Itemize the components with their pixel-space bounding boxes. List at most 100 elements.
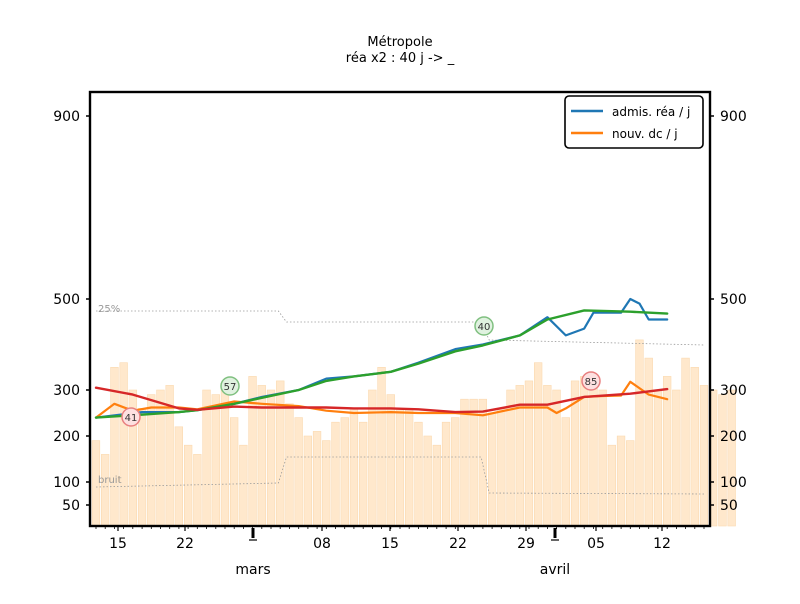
y-tick-label-right: 200	[720, 429, 747, 445]
axes-layer: 50 50 100 100 200 200 300 300 500 500 900 900 15 22 08…	[53, 90, 747, 578]
x-tick-label: 29	[517, 536, 535, 552]
bar	[626, 440, 635, 527]
bar	[349, 408, 359, 527]
y-tick-label-right: 900	[720, 109, 747, 125]
y-tick-label-left: 50	[62, 498, 80, 514]
y-tick-label-left: 500	[53, 292, 80, 308]
legend-box	[564, 95, 704, 149]
bar	[386, 394, 395, 527]
bar	[358, 421, 368, 527]
bar	[681, 357, 690, 527]
band-label-bruit: bruit	[98, 475, 122, 486]
bar	[230, 417, 239, 527]
noise-band-line	[95, 456, 705, 495]
bar	[487, 412, 497, 527]
bar	[414, 421, 423, 527]
bar	[276, 380, 285, 527]
month-label: avril	[540, 562, 570, 578]
x-tick-label: 12	[653, 536, 671, 552]
bar	[441, 421, 451, 527]
bar	[404, 408, 414, 527]
y-tick-label-right: 50	[720, 498, 738, 514]
quartile-band-line	[96, 310, 705, 346]
bar-layer	[91, 339, 736, 527]
legend: admis. réa / j nouv. dc / j	[564, 95, 704, 149]
bar	[533, 362, 543, 527]
bar	[451, 417, 460, 527]
y-tick-label-right: 100	[720, 475, 747, 491]
bar	[184, 444, 193, 527]
annotation-label: 41	[125, 413, 138, 424]
bar	[368, 389, 377, 527]
bar	[460, 398, 469, 527]
bar	[322, 440, 331, 527]
trend-line-red	[94, 386, 669, 414]
bar	[616, 435, 626, 527]
y-tick-label-left: 200	[53, 429, 80, 445]
bar	[211, 394, 220, 527]
bar	[672, 389, 681, 527]
bar	[727, 389, 736, 527]
bar	[294, 417, 303, 527]
bar	[598, 389, 607, 527]
line-layer	[94, 297, 669, 419]
band-label-25pct: 25%	[98, 304, 120, 315]
x-tick-label: 08	[313, 536, 331, 552]
bar	[699, 385, 709, 527]
bar	[497, 408, 506, 527]
x-tick-label: 05	[587, 536, 605, 552]
annotation-circle	[220, 376, 240, 396]
y-tick-label-left: 300	[53, 383, 80, 399]
annotation-label: 85	[585, 377, 598, 388]
bar	[635, 339, 644, 527]
bar	[644, 357, 653, 527]
annotation-circle	[474, 316, 494, 336]
x-tick-label: 22	[449, 536, 467, 552]
bar	[607, 444, 616, 527]
bar	[331, 421, 340, 527]
bar	[156, 389, 165, 527]
bar	[690, 366, 699, 527]
bar	[266, 389, 276, 527]
bar	[303, 435, 312, 527]
bar	[423, 435, 432, 527]
bar	[340, 417, 349, 527]
bar	[137, 408, 147, 527]
bar	[395, 408, 405, 527]
bar	[718, 394, 727, 527]
bar	[524, 380, 534, 527]
bar	[239, 444, 248, 527]
bar	[377, 366, 386, 527]
y-tick-label-right: 300	[720, 383, 747, 399]
bar	[193, 454, 202, 527]
legend-label: nouv. dc / j	[612, 127, 678, 141]
band-layer: 25% bruit	[95, 304, 705, 495]
bar	[653, 389, 663, 527]
annotation-label: 40	[478, 322, 491, 333]
x-tick-label: 15	[381, 536, 399, 552]
month-label: mars	[235, 562, 270, 578]
bar	[285, 403, 294, 527]
annotation-circle	[581, 371, 601, 391]
bar	[312, 431, 322, 527]
x-tick-label: 15	[109, 536, 127, 552]
x-tick-label: 22	[176, 536, 194, 552]
bar	[589, 385, 598, 527]
annotation-label: 57	[224, 382, 237, 393]
chart-subtitle: réa x2 : 40 j -> _	[346, 51, 455, 66]
chart-title: Métropole	[367, 35, 432, 50]
bar	[469, 398, 478, 527]
bar	[174, 426, 183, 527]
y-tick-label-left: 900	[53, 109, 80, 125]
bar	[561, 417, 570, 527]
annotation-layer: 41 57 40 85	[121, 316, 601, 427]
bar	[101, 454, 110, 527]
legend-label: admis. réa / j	[612, 105, 690, 119]
annotation-circle	[121, 407, 141, 427]
bar	[478, 398, 487, 527]
y-tick-label-left: 100	[53, 475, 80, 491]
bar	[119, 362, 128, 527]
y-tick-label-right: 500	[720, 292, 747, 308]
